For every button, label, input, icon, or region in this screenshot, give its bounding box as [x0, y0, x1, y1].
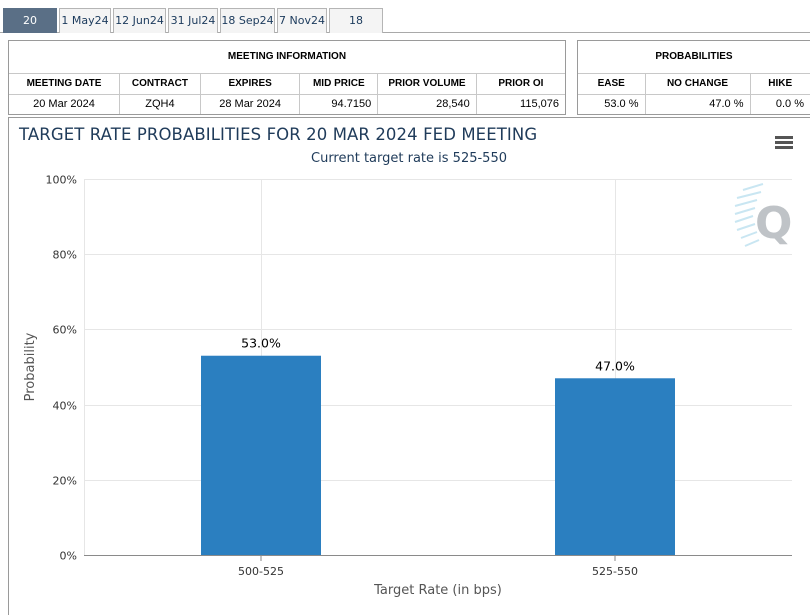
- y-tick-label: 0%: [60, 550, 77, 563]
- column-header-2: HIKE: [749, 72, 810, 95]
- probabilities-title: PROBABILITIES: [578, 41, 810, 74]
- fedwatch-q-logo-icon: Q: [734, 183, 792, 249]
- tab-18-dec24[interactable]: 18 Dec24: [329, 8, 383, 51]
- data-label: 47.0%: [595, 358, 635, 373]
- y-tick-label: 20%: [53, 475, 77, 488]
- svg-text:Q: Q: [755, 198, 792, 249]
- probabilities-table: PROBABILITIES EASE NO CHANGE HIKE 53.0 % 47…: [578, 41, 810, 114]
- meeting-information-title: MEETING INFORMATION: [9, 41, 565, 74]
- chart-title: TARGET RATE PROBABILITIES FOR 20 MAR 202…: [19, 125, 538, 144]
- y-tick-label: 100%: [46, 174, 77, 187]
- cell-2: 28 Mar 2024: [199, 93, 301, 114]
- y-tick-label: 60%: [53, 324, 77, 337]
- probabilities-panel: PROBABILITIES EASE NO CHANGE HIKE 53.0 % 47…: [577, 40, 810, 115]
- column-header-5: PRIOR OI: [475, 72, 565, 95]
- column-header-1: CONTRACT: [119, 72, 201, 95]
- tab-31-jul24[interactable]: 31 Jul24: [168, 8, 218, 33]
- tab-7-nov24[interactable]: 7 Nov24: [277, 8, 327, 33]
- data-label: 53.0%: [241, 336, 281, 351]
- meeting-information-panel: MEETING INFORMATION MEETING DATE CONTRACT…: [8, 40, 566, 115]
- tab-12-jun24[interactable]: 12 Jun24: [113, 8, 166, 33]
- cell-0: 20 Mar 2024: [9, 93, 121, 114]
- probability-bar-chart: Q 0% 20% 40% 60% 80% 100% 53.0% 500-525 47.0% 525…: [23, 174, 792, 599]
- tab-20-mar24[interactable]: 20 Mar24: [3, 8, 57, 51]
- tab-1-may24[interactable]: 1 May24: [59, 8, 111, 33]
- x-tick-label: 525-550: [592, 565, 638, 578]
- hamburger-menu-icon[interactable]: [775, 136, 793, 150]
- column-header-1: NO CHANGE: [644, 72, 751, 95]
- column-header-0: EASE: [578, 72, 646, 95]
- cell-2: 0.0 %: [749, 93, 810, 114]
- cell-5: 115,076: [475, 93, 565, 114]
- column-header-3: MID PRICE: [299, 72, 379, 95]
- cell-4: 28,540: [377, 93, 477, 114]
- tab-18-sep24[interactable]: 18 Sep24: [220, 8, 275, 33]
- column-header-4: PRIOR VOLUME: [377, 72, 477, 95]
- x-axis-title: Target Rate (in bps): [373, 583, 502, 598]
- cell-1: 47.0 %: [644, 93, 751, 114]
- meeting-information-table: MEETING INFORMATION MEETING DATE CONTRACT…: [9, 41, 565, 114]
- column-header-2: EXPIRES: [199, 72, 301, 95]
- bar-500-525: [201, 355, 321, 555]
- chart-subtitle: Current target rate is 525-550: [311, 151, 507, 166]
- target-rate-chart-panel: TARGET RATE PROBABILITIES FOR 20 MAR 202…: [8, 117, 810, 615]
- y-axis-title: Probability: [23, 332, 38, 401]
- y-tick-label: 80%: [53, 249, 77, 262]
- cell-0: 53.0 %: [578, 93, 646, 114]
- y-tick-label: 40%: [53, 400, 77, 413]
- x-tick-label: 500-525: [238, 565, 284, 578]
- bar-525-550: [555, 378, 675, 555]
- column-header-0: MEETING DATE: [9, 72, 121, 95]
- cell-3: 94.7150: [299, 93, 379, 114]
- cell-1: ZQH4: [119, 93, 201, 114]
